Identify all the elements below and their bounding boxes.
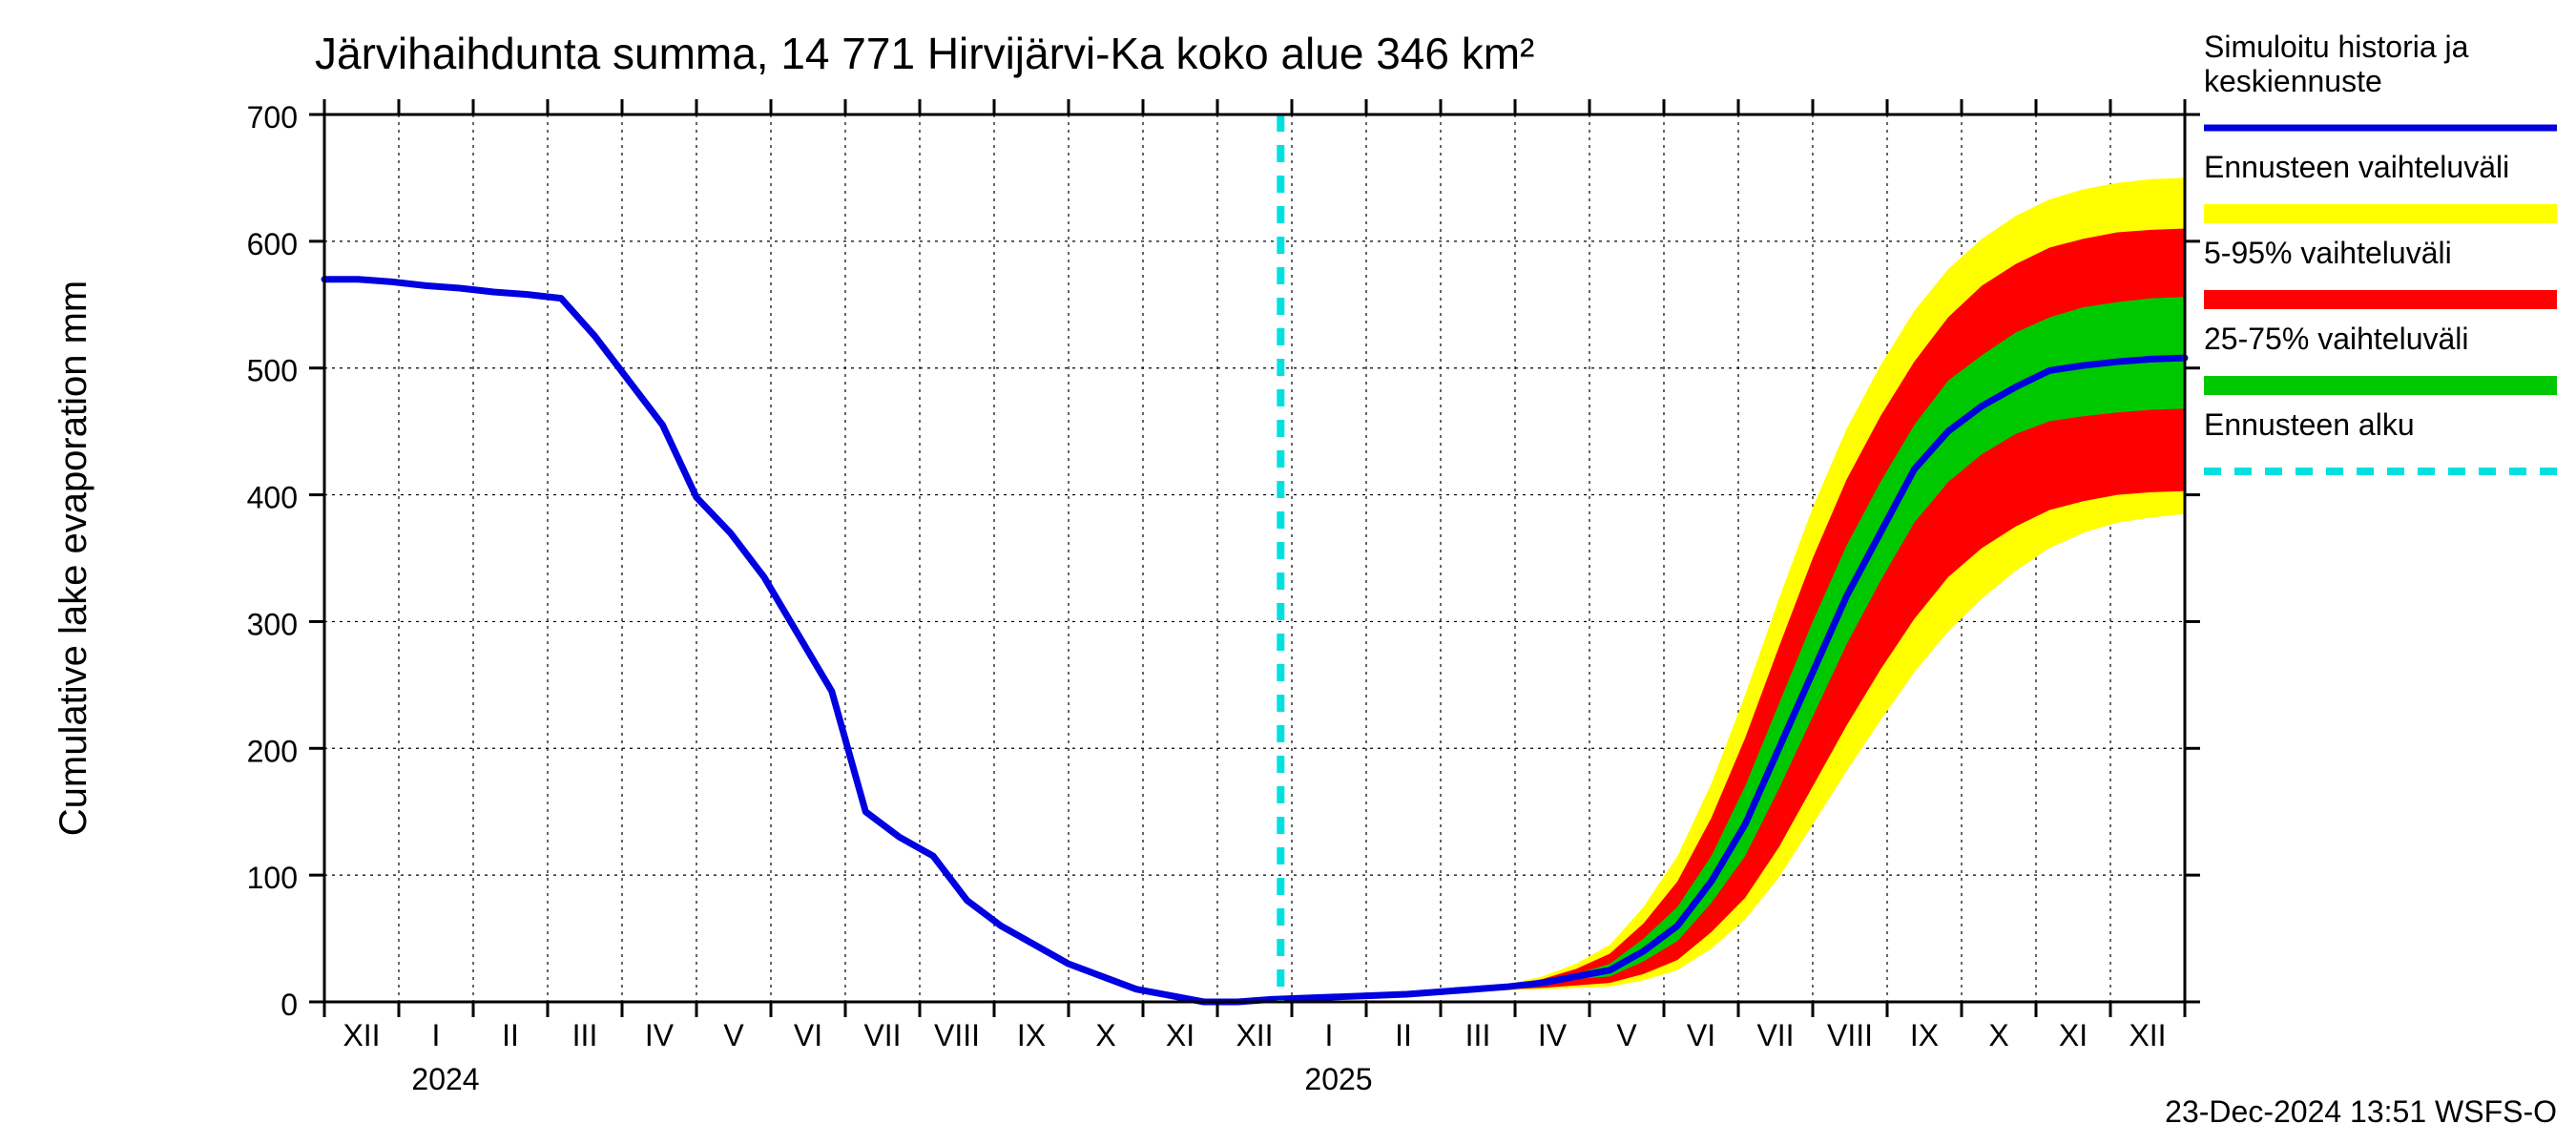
x-tick-label: I bbox=[432, 1018, 441, 1052]
y-tick-label: 500 bbox=[247, 354, 298, 388]
y-tick-label: 100 bbox=[247, 861, 298, 895]
x-tick-label: III bbox=[572, 1018, 598, 1052]
x-tick-label: V bbox=[1616, 1018, 1637, 1052]
x-tick-label: III bbox=[1465, 1018, 1491, 1052]
x-tick-label: XII bbox=[1236, 1018, 1273, 1052]
y-tick-label: 600 bbox=[247, 227, 298, 261]
x-tick-label: IV bbox=[645, 1018, 675, 1052]
x-tick-label: II bbox=[1395, 1018, 1412, 1052]
legend-label: Simuloitu historia ja bbox=[2204, 30, 2469, 64]
x-tick-label: XI bbox=[1166, 1018, 1195, 1052]
x-tick-label: X bbox=[1988, 1018, 2008, 1052]
legend-label: keskiennuste bbox=[2204, 64, 2382, 98]
legend-label: 25-75% vaihteluväli bbox=[2204, 322, 2469, 356]
y-axis-label: Cumulative lake evaporation mm bbox=[52, 281, 94, 836]
legend-swatch-band bbox=[2204, 204, 2557, 223]
x-tick-label: VIII bbox=[934, 1018, 980, 1052]
x-tick-label: II bbox=[502, 1018, 519, 1052]
y-tick-label: 300 bbox=[247, 607, 298, 641]
x-year-label: 2025 bbox=[1304, 1062, 1372, 1096]
x-tick-label: VIII bbox=[1827, 1018, 1873, 1052]
x-tick-label: IX bbox=[1910, 1018, 1939, 1052]
x-tick-label: IV bbox=[1538, 1018, 1568, 1052]
x-tick-label: X bbox=[1095, 1018, 1115, 1052]
legend-swatch-band bbox=[2204, 376, 2557, 395]
legend-label: Ennusteen alku bbox=[2204, 407, 2415, 442]
x-tick-label: V bbox=[723, 1018, 744, 1052]
x-tick-label: VI bbox=[1687, 1018, 1715, 1052]
x-tick-label: IX bbox=[1017, 1018, 1046, 1052]
x-tick-label: XII bbox=[343, 1018, 380, 1052]
y-tick-label: 700 bbox=[247, 100, 298, 135]
y-tick-label: 200 bbox=[247, 734, 298, 768]
evaporation-chart: 0100200300400500600700XIIIIIIIIIVVVIVIIV… bbox=[0, 0, 2576, 1145]
x-year-label: 2024 bbox=[411, 1062, 479, 1096]
x-tick-label: VII bbox=[863, 1018, 901, 1052]
y-tick-label: 0 bbox=[280, 988, 298, 1022]
x-tick-label: VI bbox=[794, 1018, 822, 1052]
x-tick-label: I bbox=[1325, 1018, 1334, 1052]
x-tick-label: VII bbox=[1756, 1018, 1794, 1052]
y-tick-label: 400 bbox=[247, 481, 298, 515]
legend-label: Ennusteen vaihteluväli bbox=[2204, 150, 2509, 184]
chart-footer: 23-Dec-2024 13:51 WSFS-O bbox=[2165, 1094, 2557, 1129]
x-tick-label: XII bbox=[2129, 1018, 2166, 1052]
legend-swatch-band bbox=[2204, 290, 2557, 309]
legend-label: 5-95% vaihteluväli bbox=[2204, 236, 2452, 270]
chart-title: Järvihaihdunta summa, 14 771 Hirvijärvi-… bbox=[315, 29, 1534, 78]
chart-container: 0100200300400500600700XIIIIIIIIIVVVIVIIV… bbox=[0, 0, 2576, 1145]
x-tick-label: XI bbox=[2059, 1018, 2088, 1052]
